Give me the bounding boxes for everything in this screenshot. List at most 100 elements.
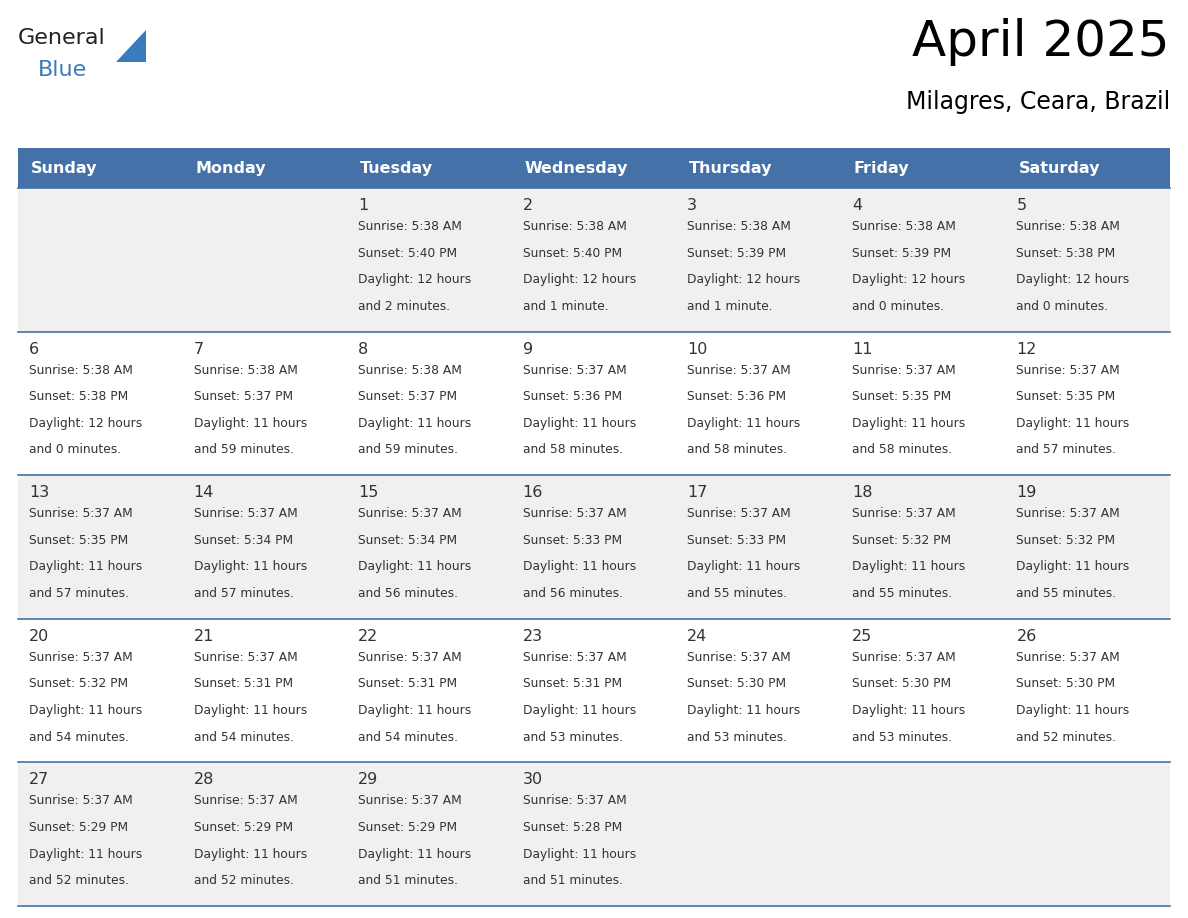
Text: and 54 minutes.: and 54 minutes. — [358, 731, 459, 744]
Text: Sunrise: 5:38 AM: Sunrise: 5:38 AM — [29, 364, 133, 376]
Text: Daylight: 11 hours: Daylight: 11 hours — [688, 560, 801, 574]
Text: 17: 17 — [688, 486, 708, 500]
Text: 13: 13 — [29, 486, 49, 500]
Text: Daylight: 12 hours: Daylight: 12 hours — [523, 274, 636, 286]
Text: Sunset: 5:34 PM: Sunset: 5:34 PM — [194, 533, 292, 547]
Text: Sunset: 5:37 PM: Sunset: 5:37 PM — [194, 390, 292, 403]
Text: and 53 minutes.: and 53 minutes. — [852, 731, 952, 744]
Text: Sunset: 5:38 PM: Sunset: 5:38 PM — [29, 390, 128, 403]
Text: Sunrise: 5:37 AM: Sunrise: 5:37 AM — [523, 794, 626, 808]
Text: Sunset: 5:30 PM: Sunset: 5:30 PM — [852, 677, 950, 690]
Text: 18: 18 — [852, 486, 872, 500]
Text: and 59 minutes.: and 59 minutes. — [194, 443, 293, 456]
Text: Sunset: 5:35 PM: Sunset: 5:35 PM — [29, 533, 128, 547]
Text: 5: 5 — [1017, 198, 1026, 213]
Text: Daylight: 11 hours: Daylight: 11 hours — [1017, 560, 1130, 574]
Text: and 1 minute.: and 1 minute. — [688, 299, 773, 313]
Text: Sunset: 5:32 PM: Sunset: 5:32 PM — [29, 677, 128, 690]
Text: Daylight: 11 hours: Daylight: 11 hours — [29, 704, 143, 717]
Text: 23: 23 — [523, 629, 543, 644]
Text: Sunrise: 5:37 AM: Sunrise: 5:37 AM — [852, 364, 955, 376]
Text: Sunrise: 5:38 AM: Sunrise: 5:38 AM — [358, 364, 462, 376]
Text: Sunrise: 5:38 AM: Sunrise: 5:38 AM — [1017, 220, 1120, 233]
Text: Daylight: 11 hours: Daylight: 11 hours — [852, 704, 965, 717]
Text: Sunrise: 5:37 AM: Sunrise: 5:37 AM — [523, 508, 626, 521]
Text: 15: 15 — [358, 486, 379, 500]
Text: and 51 minutes.: and 51 minutes. — [523, 874, 623, 887]
Text: and 52 minutes.: and 52 minutes. — [194, 874, 293, 887]
Text: Sunrise: 5:37 AM: Sunrise: 5:37 AM — [688, 651, 791, 664]
Text: 19: 19 — [1017, 486, 1037, 500]
Text: 16: 16 — [523, 486, 543, 500]
Text: Daylight: 12 hours: Daylight: 12 hours — [358, 274, 472, 286]
Text: Daylight: 12 hours: Daylight: 12 hours — [1017, 274, 1130, 286]
Text: Sunrise: 5:37 AM: Sunrise: 5:37 AM — [29, 651, 133, 664]
Text: Sunday: Sunday — [31, 161, 97, 175]
Text: Sunrise: 5:38 AM: Sunrise: 5:38 AM — [358, 220, 462, 233]
Text: Tuesday: Tuesday — [360, 161, 434, 175]
Text: Sunset: 5:39 PM: Sunset: 5:39 PM — [688, 247, 786, 260]
Text: 28: 28 — [194, 772, 214, 788]
Text: and 56 minutes.: and 56 minutes. — [523, 587, 623, 600]
Text: Daylight: 11 hours: Daylight: 11 hours — [523, 847, 636, 860]
Text: Sunset: 5:40 PM: Sunset: 5:40 PM — [358, 247, 457, 260]
Text: Daylight: 12 hours: Daylight: 12 hours — [688, 274, 801, 286]
Text: Daylight: 11 hours: Daylight: 11 hours — [523, 417, 636, 430]
Text: Daylight: 11 hours: Daylight: 11 hours — [358, 417, 472, 430]
Text: 26: 26 — [1017, 629, 1037, 644]
Text: Sunset: 5:29 PM: Sunset: 5:29 PM — [358, 821, 457, 834]
Text: Sunrise: 5:38 AM: Sunrise: 5:38 AM — [194, 364, 297, 376]
Text: Sunrise: 5:38 AM: Sunrise: 5:38 AM — [688, 220, 791, 233]
Text: 21: 21 — [194, 629, 214, 644]
Text: and 52 minutes.: and 52 minutes. — [1017, 731, 1117, 744]
Text: Sunrise: 5:37 AM: Sunrise: 5:37 AM — [194, 651, 297, 664]
Text: 20: 20 — [29, 629, 49, 644]
Text: 4: 4 — [852, 198, 862, 213]
Text: and 59 minutes.: and 59 minutes. — [358, 443, 459, 456]
Text: Daylight: 11 hours: Daylight: 11 hours — [1017, 417, 1130, 430]
Text: Daylight: 12 hours: Daylight: 12 hours — [29, 417, 143, 430]
Text: and 54 minutes.: and 54 minutes. — [194, 731, 293, 744]
Text: and 57 minutes.: and 57 minutes. — [29, 587, 129, 600]
Text: Sunset: 5:35 PM: Sunset: 5:35 PM — [852, 390, 952, 403]
Text: and 53 minutes.: and 53 minutes. — [523, 731, 623, 744]
Text: Sunset: 5:36 PM: Sunset: 5:36 PM — [523, 390, 621, 403]
Text: Sunrise: 5:37 AM: Sunrise: 5:37 AM — [194, 508, 297, 521]
Text: Sunrise: 5:37 AM: Sunrise: 5:37 AM — [852, 651, 955, 664]
Bar — [512, 148, 676, 188]
Text: Daylight: 11 hours: Daylight: 11 hours — [358, 560, 472, 574]
Text: and 56 minutes.: and 56 minutes. — [358, 587, 459, 600]
Text: 7: 7 — [194, 341, 203, 356]
Text: and 55 minutes.: and 55 minutes. — [688, 587, 788, 600]
Text: Daylight: 11 hours: Daylight: 11 hours — [688, 704, 801, 717]
Text: 9: 9 — [523, 341, 533, 356]
Bar — [347, 148, 512, 188]
Text: Daylight: 11 hours: Daylight: 11 hours — [852, 417, 965, 430]
Text: Daylight: 11 hours: Daylight: 11 hours — [29, 560, 143, 574]
Text: Monday: Monday — [196, 161, 266, 175]
Text: and 58 minutes.: and 58 minutes. — [688, 443, 788, 456]
Text: Daylight: 11 hours: Daylight: 11 hours — [358, 704, 472, 717]
Text: Sunset: 5:32 PM: Sunset: 5:32 PM — [1017, 533, 1116, 547]
Text: 2: 2 — [523, 198, 533, 213]
Text: Sunset: 5:29 PM: Sunset: 5:29 PM — [194, 821, 292, 834]
Text: 29: 29 — [358, 772, 379, 788]
Text: Daylight: 11 hours: Daylight: 11 hours — [194, 417, 307, 430]
Text: 30: 30 — [523, 772, 543, 788]
Text: Sunrise: 5:37 AM: Sunrise: 5:37 AM — [852, 508, 955, 521]
Text: Sunrise: 5:38 AM: Sunrise: 5:38 AM — [523, 220, 626, 233]
Text: and 57 minutes.: and 57 minutes. — [1017, 443, 1117, 456]
Text: Sunrise: 5:37 AM: Sunrise: 5:37 AM — [1017, 508, 1120, 521]
Polygon shape — [116, 30, 146, 62]
Bar — [18, 188, 1170, 331]
Text: Sunset: 5:30 PM: Sunset: 5:30 PM — [1017, 677, 1116, 690]
Text: Sunrise: 5:37 AM: Sunrise: 5:37 AM — [523, 364, 626, 376]
Bar — [18, 331, 1170, 476]
Text: and 52 minutes.: and 52 minutes. — [29, 874, 129, 887]
Text: and 58 minutes.: and 58 minutes. — [523, 443, 623, 456]
Text: Sunrise: 5:37 AM: Sunrise: 5:37 AM — [358, 508, 462, 521]
Bar — [18, 148, 183, 188]
Text: 11: 11 — [852, 341, 872, 356]
Text: Daylight: 11 hours: Daylight: 11 hours — [194, 560, 307, 574]
Text: General: General — [18, 28, 106, 48]
